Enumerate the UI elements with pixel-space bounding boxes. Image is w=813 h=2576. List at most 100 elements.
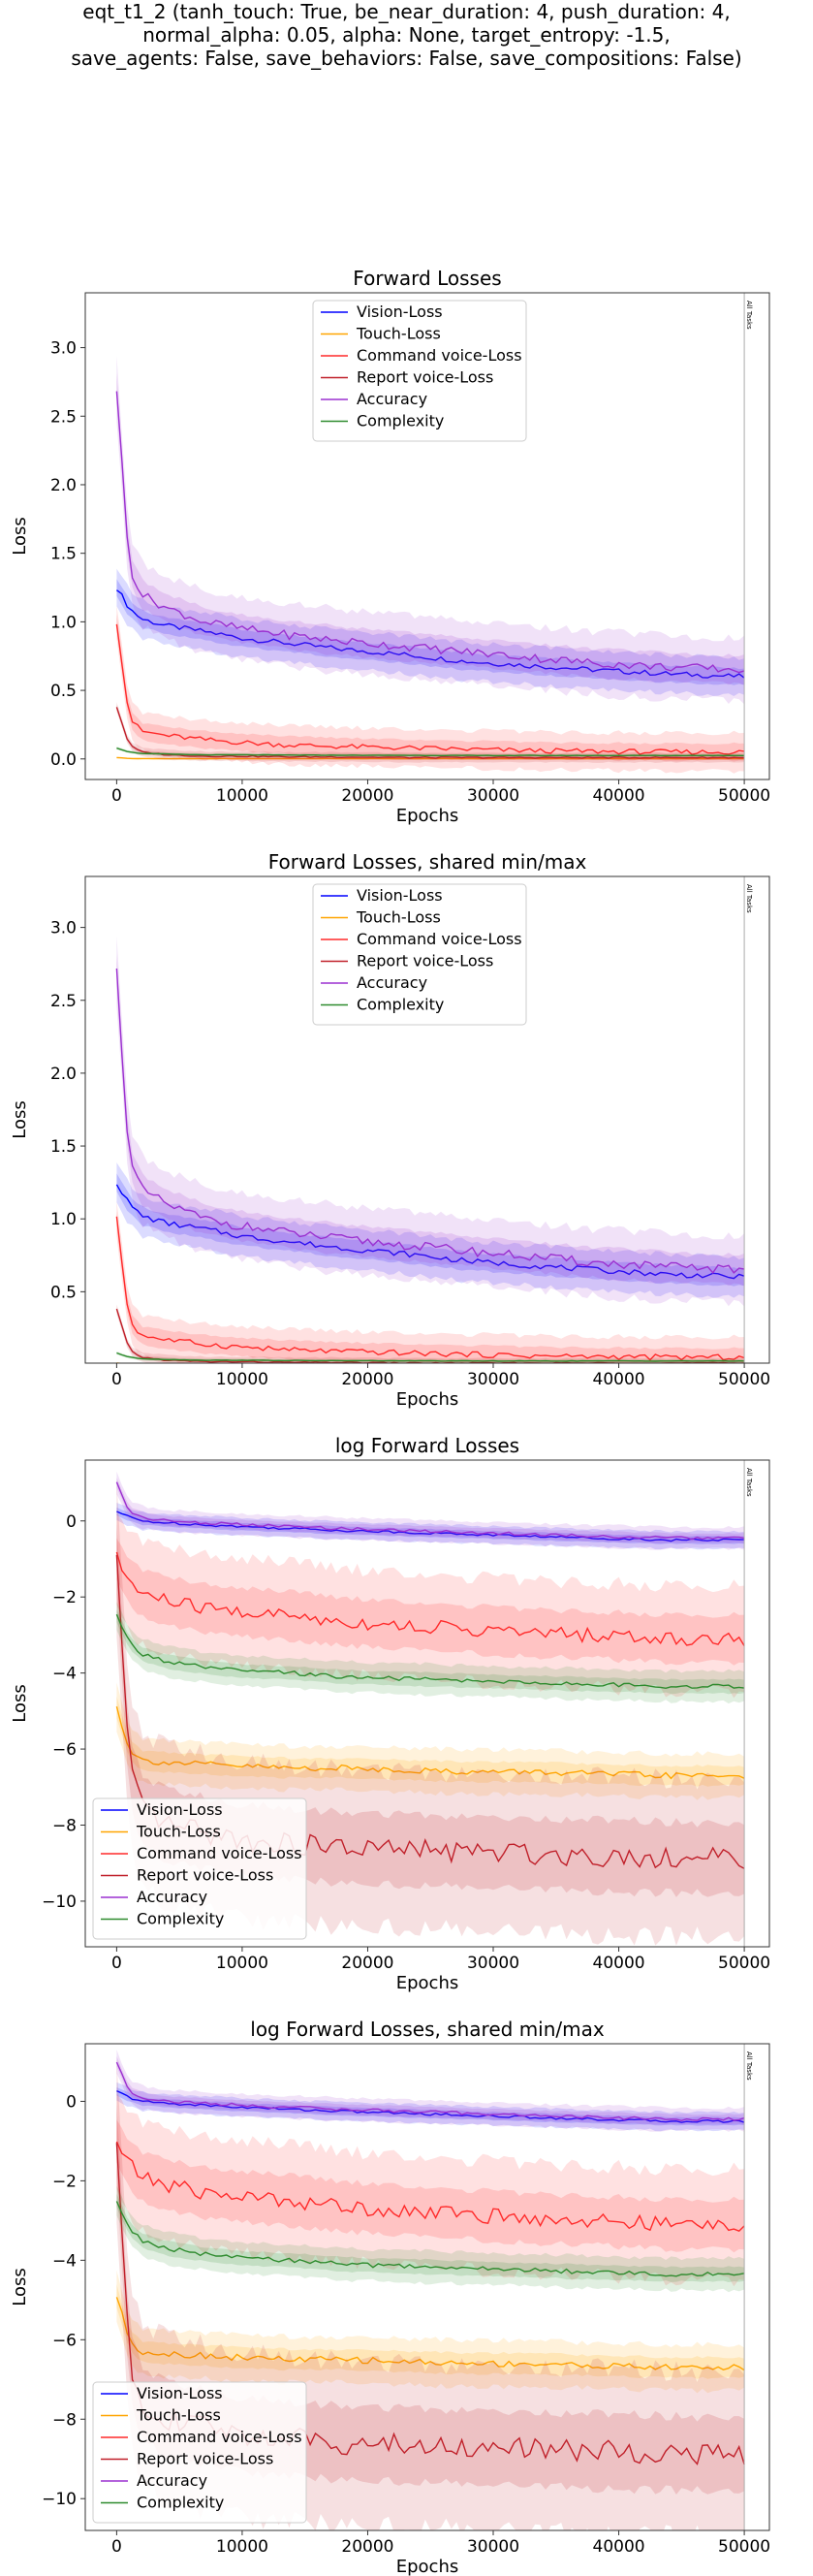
- band-command-voice-loss: [116, 2093, 745, 2287]
- legend-entry-complexity: Complexity: [137, 1910, 224, 1928]
- legend-entry-complexity: Complexity: [357, 996, 444, 1014]
- x-tick-label: 40000: [593, 2537, 645, 2557]
- series-line-accuracy: [115, 968, 745, 1274]
- y-tick-label: −4: [52, 1665, 77, 1684]
- legend-entry-accuracy: Accuracy: [357, 390, 427, 408]
- y-axis-label: Loss: [10, 517, 30, 555]
- band-inner-accuracy: [116, 955, 745, 1287]
- series-line-report-voice-loss: [115, 707, 745, 759]
- x-tick-label: 50000: [718, 1370, 770, 1389]
- y-tick-label: 0: [66, 1512, 77, 1532]
- y-tick-label: 2.0: [50, 476, 77, 495]
- legend-entry-touch-loss: Touch-Loss: [356, 908, 441, 927]
- y-tick-label: 1.5: [50, 545, 77, 564]
- band-inner-command-voice-loss: [116, 1211, 745, 1363]
- series-line-command-voice-loss: [115, 1551, 745, 1646]
- axes-frame: [84, 875, 770, 1364]
- band-complexity: [116, 2185, 745, 2293]
- plot-area: [115, 355, 745, 774]
- y-tick-label: −6: [52, 1740, 77, 1760]
- legend-entry-report-voice-loss: Report voice-Loss: [357, 368, 493, 387]
- y-tick-label: −8: [52, 1817, 77, 1836]
- y-tick-label: 0.5: [50, 682, 77, 701]
- y-tick-label: 1.5: [50, 1137, 77, 1157]
- x-tick-label: 10000: [216, 1370, 268, 1389]
- band-command-voice-loss: [116, 605, 745, 774]
- x-tick-label: 0: [111, 1370, 122, 1389]
- series-line-complexity: [116, 1352, 745, 1362]
- x-tick-label: 40000: [593, 1954, 645, 1973]
- legend-entry-touch-loss: Touch-Loss: [136, 2406, 221, 2425]
- y-tick-label: −8: [52, 2410, 77, 2430]
- x-tick-label: 20000: [341, 2537, 393, 2557]
- band-command-voice-loss: [116, 1201, 745, 1363]
- x-tick-label: 0: [111, 786, 122, 806]
- series-line-accuracy: [115, 1481, 745, 1541]
- legend: Vision-Loss Touch-Loss Command voice-Loss R…: [312, 883, 527, 1026]
- legend-entry-touch-loss: Touch-Loss: [356, 325, 441, 343]
- x-tick-label: 20000: [341, 1370, 393, 1389]
- y-tick-label: 2.5: [50, 992, 77, 1011]
- band-inner-complexity: [116, 1609, 745, 1695]
- band-inner-accuracy: [116, 2055, 745, 2125]
- y-tick-label: −2: [52, 2172, 77, 2191]
- series-line-touch-loss: [115, 1706, 745, 1780]
- x-axis-label: Epochs: [396, 806, 459, 826]
- series-line-accuracy: [115, 391, 745, 674]
- legend-entry-accuracy: Accuracy: [357, 973, 427, 992]
- band-inner-touch-loss: [116, 1696, 745, 1787]
- x-tick-label: 0: [111, 2537, 122, 2557]
- y-tick-label: 3.0: [50, 919, 77, 938]
- y-tick-label: −10: [42, 1892, 77, 1912]
- band-vision-loss: [116, 1162, 745, 1298]
- x-tick-label: 10000: [216, 1954, 268, 1973]
- chart-title: log Forward Losses: [335, 1434, 519, 1457]
- figure-title: eqt_t1_2 (tanh_touch: True, be_near_dura…: [0, 0, 813, 70]
- x-tick-label: 30000: [467, 1954, 519, 1973]
- legend-entry-complexity: Complexity: [137, 2494, 224, 2512]
- legend-box: [312, 300, 527, 442]
- x-tick-label: 10000: [216, 786, 268, 806]
- y-tick-label: −10: [42, 2490, 77, 2509]
- band-inner-command-voice-loss: [116, 614, 745, 762]
- x-axis-label: Epochs: [396, 2557, 459, 2576]
- legend-entry-vision-loss: Vision-Loss: [357, 886, 443, 905]
- y-tick-label: −4: [52, 2251, 77, 2271]
- band-inner-command-voice-loss: [116, 2119, 745, 2253]
- x-tick-label: 30000: [467, 786, 519, 806]
- band-vision-loss: [116, 2082, 745, 2132]
- series-line-vision-loss: [115, 1184, 745, 1280]
- axes-frame: [84, 2043, 770, 2531]
- x-tick-label: 50000: [718, 1954, 770, 1973]
- series-line-command-voice-loss: [115, 2141, 745, 2233]
- x-axis-label: Epochs: [396, 1973, 459, 1993]
- legend-entry-command-voice-loss: Command voice-Loss: [137, 2428, 302, 2446]
- axes-frame: [84, 292, 770, 780]
- series-line-complexity: [115, 1613, 745, 1690]
- chart-title: Forward Losses, shared min/max: [268, 850, 587, 874]
- x-tick-label: 30000: [467, 2537, 519, 2557]
- band-report-voice-loss: [116, 702, 745, 763]
- axes-frame: [84, 1459, 770, 1948]
- band-accuracy: [116, 355, 745, 705]
- legend-entry-vision-loss: Vision-Loss: [137, 1800, 223, 1819]
- band-touch-loss: [116, 2270, 745, 2394]
- series-line-report-voice-loss: [115, 1308, 745, 1363]
- band-accuracy: [116, 1471, 745, 1550]
- band-inner-accuracy: [116, 1478, 745, 1543]
- y-tick-label: −2: [52, 1588, 77, 1607]
- y-axis-label: Loss: [10, 1100, 30, 1138]
- legend-entry-vision-loss: Vision-Loss: [357, 302, 443, 321]
- band-inner-accuracy: [116, 373, 745, 685]
- band-inner-vision-loss: [116, 1507, 745, 1544]
- band-inner-vision-loss: [116, 1173, 745, 1287]
- legend-entry-command-voice-loss: Command voice-Loss: [357, 930, 522, 948]
- x-tick-label: 10000: [216, 2537, 268, 2557]
- legend: Vision-Loss Touch-Loss Command voice-Loss R…: [92, 1797, 307, 1940]
- legend-entry-vision-loss: Vision-Loss: [137, 2384, 223, 2402]
- x-tick-label: 0: [111, 1954, 122, 1973]
- y-tick-label: 0: [66, 2092, 77, 2112]
- series-line-accuracy: [115, 2061, 745, 2122]
- band-vision-loss: [116, 568, 745, 696]
- band-inner-vision-loss: [116, 579, 745, 685]
